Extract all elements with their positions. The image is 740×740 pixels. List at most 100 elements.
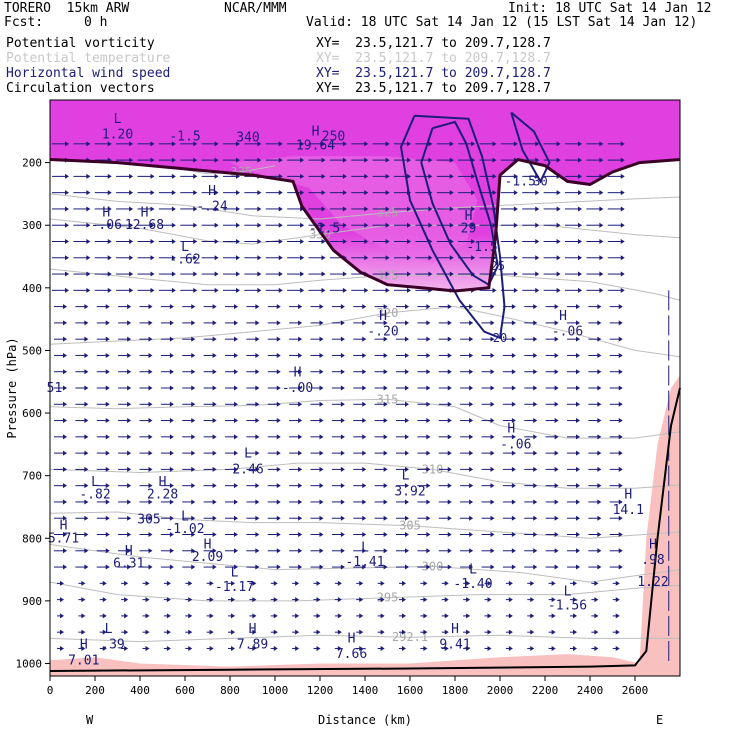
circulation-vector-head: [490, 548, 495, 554]
circulation-vector-head: [169, 336, 174, 342]
terrain-line: [49, 387, 681, 672]
circulation-vector-head: [535, 141, 540, 147]
circulation-vector-head: [105, 434, 110, 440]
circulation-vector-head: [535, 255, 540, 261]
circulation-vector-head: [556, 287, 561, 293]
circulation-vector-head: [166, 629, 171, 635]
circulation-vector-head: [508, 597, 513, 603]
circulation-vector-head: [84, 564, 89, 570]
circulation-vector-head: [423, 597, 428, 603]
contour-annotation: 14.1: [613, 503, 644, 518]
circulation-vector-head: [618, 352, 623, 358]
circulation-vector-head: [594, 580, 599, 586]
circulation-vector-head: [618, 336, 623, 342]
circulation-vector-head: [594, 613, 599, 619]
circulation-vector-head: [533, 418, 538, 424]
circulation-vector-head: [191, 499, 196, 505]
contour-annotation: 7.01: [68, 653, 99, 668]
circulation-vector-head: [212, 434, 217, 440]
circulation-vector-head: [359, 629, 364, 635]
circulation-vector-head: [171, 238, 176, 244]
circulation-vector-head: [63, 418, 67, 424]
circulation-vector-head: [105, 450, 110, 456]
circulation-vector-head: [597, 304, 602, 310]
circulation-vector-head: [428, 141, 433, 147]
circulation-vector-head: [102, 645, 107, 651]
contour-annotation: H: [125, 544, 133, 559]
circulation-vector-head: [212, 320, 217, 326]
circulation-vector-head: [105, 499, 110, 505]
circulation-vector-head: [340, 564, 345, 570]
contour-annotation: 7.89: [237, 638, 268, 653]
circulation-vector-head: [84, 418, 89, 424]
circulation-vector-head: [554, 548, 559, 554]
circulation-vector-head: [615, 645, 620, 651]
circulation-vector-head: [402, 645, 406, 651]
circulation-vector-head: [81, 645, 86, 651]
circulation-vector-head: [273, 580, 278, 586]
circulation-vector-head: [471, 206, 476, 212]
circulation-vector-head: [166, 613, 171, 619]
circulation-vector-head: [469, 336, 474, 342]
circulation-vector-head: [107, 271, 112, 277]
contour-annotation: -.82: [79, 487, 110, 502]
circulation-vector-head: [148, 352, 153, 358]
circulation-vector-head: [295, 613, 300, 619]
circulation-vector-head: [124, 645, 129, 651]
circulation-vector-head: [212, 564, 217, 570]
circulation-vector-head: [428, 157, 433, 163]
circulation-vector-head: [319, 548, 324, 554]
circulation-vector-head: [129, 271, 134, 277]
circulation-vector-head: [127, 418, 132, 424]
circulation-vector-head: [127, 483, 132, 489]
theta-contour: [50, 268, 680, 301]
circulation-vector-head: [599, 157, 604, 163]
circulation-vector-head: [618, 532, 623, 538]
circulation-vector-head: [129, 173, 134, 179]
circulation-vector-head: [426, 336, 431, 342]
theta-contour-label: 310: [422, 462, 444, 476]
circulation-vector-head: [107, 190, 112, 196]
circulation-vector-head: [487, 613, 492, 619]
circulation-vector-head: [576, 434, 580, 440]
circulation-vector-head: [594, 597, 599, 603]
circulation-vector-head: [124, 613, 129, 619]
circulation-vector-head: [171, 206, 176, 212]
circulation-vector-head: [444, 580, 449, 586]
circulation-vector-head: [319, 564, 324, 570]
circulation-vector-head: [252, 645, 257, 651]
circulation-vector-head: [276, 450, 281, 456]
circulation-vector-head: [533, 352, 538, 358]
x-tick-label: 2400: [577, 684, 604, 697]
circulation-vector-head: [236, 255, 240, 261]
circulation-vector-head: [63, 434, 67, 440]
circulation-vector-head: [298, 548, 303, 554]
circulation-vector-head: [319, 320, 324, 326]
circulation-vector-head: [342, 238, 347, 244]
circulation-vector-head: [490, 401, 495, 407]
contour-annotation: L: [361, 541, 369, 556]
circulation-vector-head: [319, 336, 324, 342]
circulation-vector-head: [599, 222, 604, 228]
circulation-vector-head: [533, 336, 538, 342]
circulation-vector-head: [60, 645, 64, 651]
contour-annotation: H: [451, 622, 459, 637]
circulation-vector-head: [236, 206, 240, 212]
circulation-vector-head: [60, 580, 64, 586]
circulation-vector-head: [193, 255, 198, 261]
circulation-vector-head: [340, 320, 345, 326]
contour-annotation: 2.46: [232, 462, 263, 477]
circulation-vector-head: [276, 401, 281, 407]
x-tick-label: 400: [130, 684, 150, 697]
contour-annotation: H: [159, 475, 167, 490]
circulation-vector-head: [469, 515, 474, 521]
circulation-vector-head: [319, 483, 324, 489]
circulation-vector-head: [444, 629, 449, 635]
circulation-vector-head: [402, 597, 406, 603]
theta-contour: [50, 634, 680, 643]
circulation-vector-head: [129, 255, 134, 261]
circulation-vector-head: [362, 564, 367, 570]
circulation-vector-head: [63, 515, 67, 521]
circulation-vector-head: [469, 466, 474, 472]
theta-contour: [50, 581, 680, 602]
